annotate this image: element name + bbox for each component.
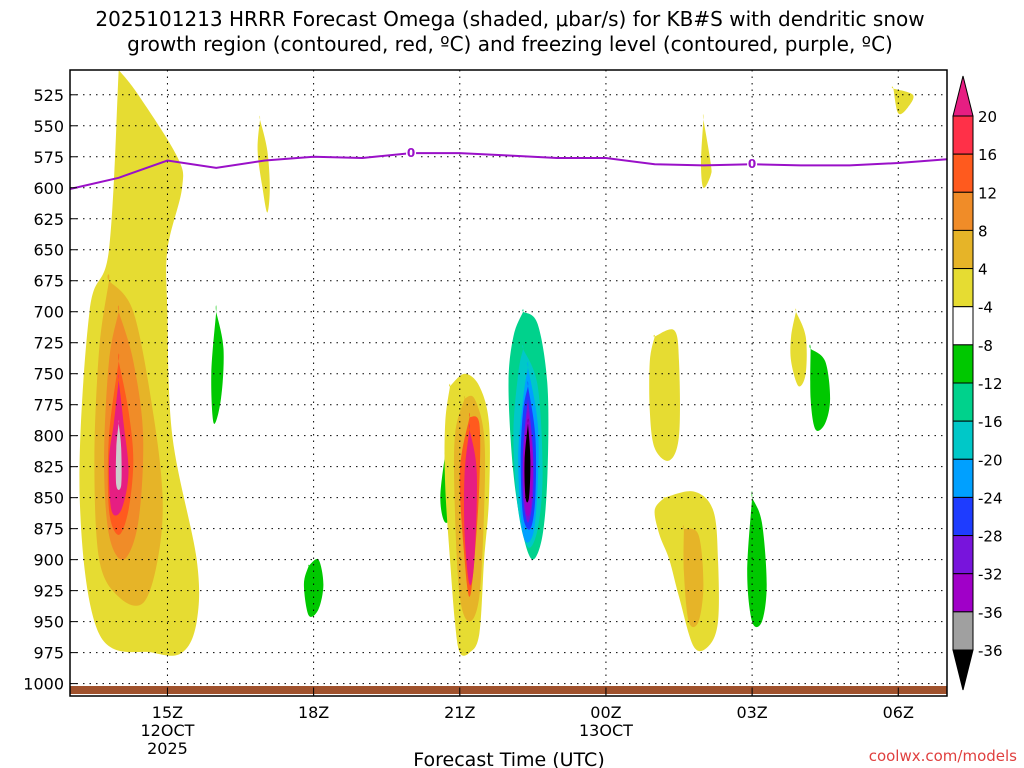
y-tick-label-575: 575 — [33, 148, 64, 167]
colorbar-band-0 — [952, 115, 974, 155]
freezing-level-label-bg — [747, 157, 758, 171]
y-tick-label-1000: 1000 — [23, 675, 64, 694]
colorbar-label--36: -36 — [978, 642, 1003, 660]
omega-region-19 — [888, 503, 904, 624]
y-tick-label-725: 725 — [33, 334, 64, 353]
plot-frame — [69, 69, 948, 697]
omega-region-38 — [790, 308, 807, 387]
y-tick-label-925: 925 — [33, 582, 64, 601]
omega-region-29 — [464, 424, 477, 586]
colorbar-band-1 — [952, 153, 974, 193]
colorbar-label--32: -32 — [978, 566, 1003, 584]
colorbar-band-5 — [952, 306, 974, 346]
freezing-level-label: 0 — [748, 157, 756, 171]
colorbar-bottom-arrow — [952, 649, 974, 691]
chart-title-line1: 2025101213 HRRR Forecast Omega (shaded, … — [95, 7, 924, 31]
colorbar-label-16: 16 — [978, 146, 997, 164]
colorbar-top-arrow — [952, 75, 974, 117]
omega-region-40 — [682, 525, 704, 628]
colorbar-band-9 — [952, 458, 974, 498]
x-tick-label-15Z: 15Z — [152, 703, 183, 722]
colorbar-label--20: -20 — [978, 451, 1003, 469]
colorbar-band-10 — [952, 496, 974, 537]
x-tick-label-00Z: 00Z — [590, 703, 621, 722]
y-tick-label-525: 525 — [33, 86, 64, 105]
x-tick-year-15Z: 2025 — [147, 739, 188, 758]
colorbar-band-8 — [952, 420, 974, 460]
y-tick-label-800: 800 — [33, 427, 64, 446]
colorbar-label--24: -24 — [978, 489, 1003, 507]
colorbar-label--16: -16 — [978, 413, 1003, 431]
x-tick-label-03Z: 03Z — [736, 703, 767, 722]
omega-region-25 — [809, 344, 831, 431]
colorbar-label-4: 4 — [978, 261, 988, 279]
y-tick-label-650: 650 — [33, 241, 64, 260]
y-tick-label-975: 975 — [33, 644, 64, 663]
colorbar-label--12: -12 — [978, 375, 1003, 393]
colorbar-band-7 — [952, 382, 974, 422]
colorbar-label--28: -28 — [978, 528, 1003, 546]
x-tick-date-15Z: 12OCT — [140, 721, 194, 740]
omega-region-7 — [701, 114, 712, 189]
freezing-level-contour: 00 — [69, 146, 948, 190]
y-tick-label-600: 600 — [33, 179, 64, 198]
freezing-level-line — [69, 152, 948, 190]
y-axis: 525 550 575 600 625 650 675 700 725 750 775 800 825 8… — [23, 86, 77, 694]
colorbar-label-12: 12 — [978, 184, 997, 202]
colorbar-band-11 — [952, 535, 974, 575]
x-tick-date-00Z: 13OCT — [579, 721, 633, 740]
x-tick-label-21Z: 21Z — [444, 703, 475, 722]
colorbar-band-6 — [952, 344, 974, 384]
y-tick-label-550: 550 — [33, 117, 64, 136]
omega-region-16 — [718, 299, 738, 527]
y-tick-label-775: 775 — [33, 396, 64, 415]
colorbar-label--4: -4 — [978, 299, 993, 317]
y-tick-label-675: 675 — [33, 272, 64, 291]
credit-text: coolwx.com/models — [869, 747, 1017, 765]
y-tick-label-950: 950 — [33, 613, 64, 632]
omega-region-9 — [294, 70, 388, 319]
colorbar-band-2 — [952, 191, 974, 231]
omega-region-6 — [257, 115, 270, 213]
colorbar-band-13 — [952, 611, 974, 651]
colorbar-label-8: 8 — [978, 222, 988, 240]
omega-region-5 — [115, 420, 122, 490]
freezing-level-label-bg — [406, 146, 417, 160]
ground-surface-bar — [70, 686, 947, 694]
y-tick-label-850: 850 — [33, 489, 64, 508]
y-tick-label-825: 825 — [33, 458, 64, 477]
colorbar-label--8: -8 — [978, 337, 993, 355]
omega-region-20 — [800, 494, 806, 529]
omega-region-36 — [524, 418, 531, 503]
y-tick-label-625: 625 — [33, 210, 64, 229]
omega-region-37 — [649, 329, 680, 461]
colorbar-band-4 — [952, 268, 974, 308]
colorbar-band-3 — [952, 229, 974, 270]
y-tick-label-900: 900 — [33, 551, 64, 570]
omega-region-13 — [596, 70, 676, 250]
x-axis-title: Forecast Time (UTC) — [413, 749, 604, 768]
omega-region-22 — [303, 558, 324, 617]
omega-shading — [79, 70, 914, 659]
x-tick-label-18Z: 18Z — [298, 703, 329, 722]
omega-region-21 — [211, 305, 224, 424]
colorbar-label-20: 20 — [978, 108, 997, 126]
colorbar-band-12 — [952, 573, 974, 613]
omega-region-14 — [474, 70, 554, 139]
chart-title-line2: growth region (contoured, red, ºC) and f… — [127, 32, 893, 56]
gridlines — [70, 70, 947, 696]
colorbar-legend: 20 16 12 8 4 -4 -8 -12 -16 -20 -24 -28 -32 -36 -36 — [952, 75, 1003, 691]
colorbar-label--36: -36 — [978, 604, 1003, 622]
freezing-level-label: 0 — [407, 146, 415, 160]
x-tick-label-06Z: 06Z — [883, 703, 914, 722]
y-tick-label-875: 875 — [33, 520, 64, 539]
y-tick-label-750: 750 — [33, 365, 64, 384]
y-tick-label-700: 700 — [33, 303, 64, 322]
plot-area: 00 — [69, 69, 948, 697]
omega-region-8 — [891, 86, 914, 115]
